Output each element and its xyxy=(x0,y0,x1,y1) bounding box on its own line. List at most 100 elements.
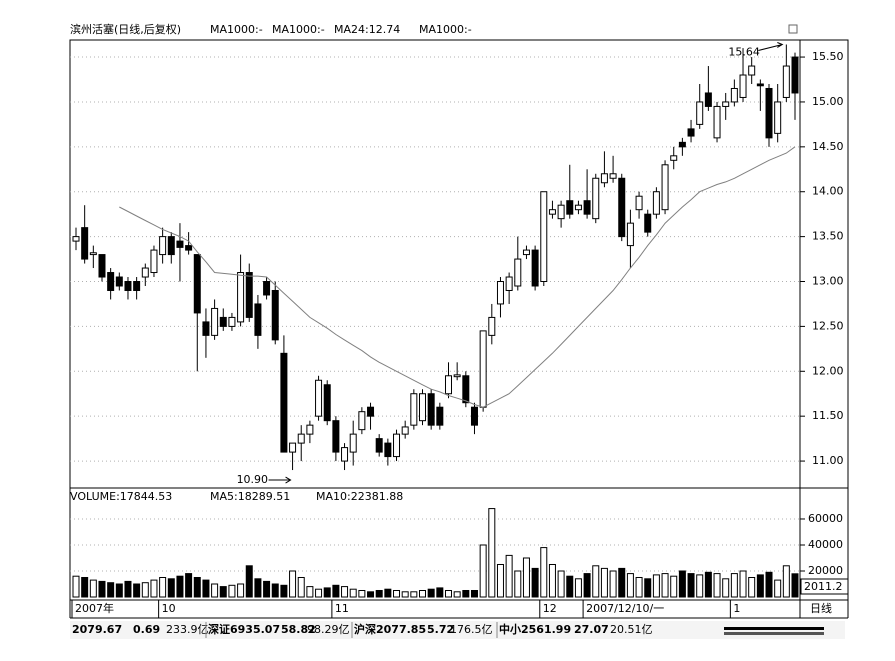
title-item: MA1000:- xyxy=(419,23,472,36)
status-item: 233.9亿 xyxy=(166,623,209,636)
x-tick-label: 11 xyxy=(335,602,349,615)
volume-bar xyxy=(748,576,756,598)
candle-body xyxy=(436,406,444,426)
title-item: MA1000:- xyxy=(272,23,325,36)
candle-body xyxy=(635,195,643,211)
volume-bar xyxy=(488,508,496,598)
volume-bar xyxy=(367,591,375,598)
candle-body xyxy=(193,254,201,314)
volume-bar xyxy=(782,565,790,598)
volume-bar xyxy=(193,576,201,598)
x-tick-label: 12 xyxy=(543,602,557,615)
volume-bar xyxy=(263,580,271,598)
status-item: 5.72 xyxy=(427,623,454,636)
candle-body xyxy=(704,92,712,107)
volume-bar xyxy=(739,570,747,598)
candle-body xyxy=(765,87,773,139)
candle-body xyxy=(384,442,392,458)
y-tick-label: 15.50 xyxy=(812,50,844,63)
candle-body xyxy=(228,316,236,327)
candle-body xyxy=(289,442,297,453)
candle-body xyxy=(626,222,634,247)
volume-bar xyxy=(453,591,461,598)
candle-body xyxy=(514,258,522,287)
status-item: 0.69 xyxy=(133,623,160,636)
candle-body xyxy=(661,164,669,211)
volume-bar xyxy=(185,573,193,598)
y-tick-label: 12.50 xyxy=(812,319,844,332)
corner-label: 2011.2 xyxy=(804,580,843,593)
volume-bar xyxy=(271,583,279,598)
volume-bar xyxy=(384,588,392,598)
volume-bar xyxy=(713,573,721,598)
candle-body xyxy=(548,209,556,215)
volume-bar xyxy=(115,583,123,598)
status-item: 中小2561.99 xyxy=(499,622,571,636)
candle-body xyxy=(670,155,678,161)
volume-bar xyxy=(228,584,236,598)
candle-body xyxy=(81,227,89,260)
volume-bar xyxy=(332,584,340,598)
volume-bar xyxy=(289,570,297,598)
title-item: 滨州活塞(日线,后复权) xyxy=(70,22,181,36)
status-item: 20.51亿 xyxy=(610,623,653,636)
status-item: 深证6935.07 xyxy=(208,622,280,636)
volume-bar xyxy=(401,591,409,598)
status-item: 27.07 xyxy=(574,623,609,636)
candle-body xyxy=(609,173,617,179)
high-annotation: 15.64 xyxy=(728,45,760,58)
candle-body xyxy=(410,393,418,426)
volume-bar xyxy=(479,544,487,598)
volume-bar xyxy=(323,587,331,598)
volume-bar xyxy=(297,576,305,598)
volume-bar xyxy=(427,588,435,598)
volume-bar xyxy=(341,586,349,598)
volume-bar xyxy=(306,586,314,598)
volume-bar xyxy=(349,588,357,598)
candle-body xyxy=(774,101,782,134)
volume-bar xyxy=(661,573,669,598)
volume-bar xyxy=(652,574,660,598)
volume-bar xyxy=(211,583,219,598)
volume-label: VOLUME:17844.53 xyxy=(70,490,172,503)
volume-bar xyxy=(670,575,678,598)
volume-bar xyxy=(574,578,582,598)
candle-body xyxy=(358,411,366,431)
x-tick-label: 2007/12/10/一 xyxy=(586,602,664,615)
candle-body xyxy=(245,272,253,318)
candle-body xyxy=(176,240,184,248)
candle-body xyxy=(592,177,600,220)
status-item: 98.29亿 xyxy=(307,623,350,636)
candle-body xyxy=(618,177,626,238)
candle-body xyxy=(393,433,401,458)
candle-body xyxy=(115,276,123,287)
y-tick-label: 13.50 xyxy=(812,230,844,243)
candle-body xyxy=(133,281,141,291)
window-icon[interactable] xyxy=(788,24,798,34)
candle-body xyxy=(89,252,97,256)
volume-bar xyxy=(505,554,513,598)
x-tick-label: 10 xyxy=(162,602,176,615)
candle-body xyxy=(167,236,175,256)
volume-bar xyxy=(444,589,452,598)
volume-bar xyxy=(237,583,245,598)
low-arrow xyxy=(268,476,292,484)
candle-body xyxy=(375,438,383,453)
candle-body xyxy=(678,141,686,148)
candle-body xyxy=(557,204,565,220)
candle-body xyxy=(566,200,574,215)
x-tick-label: 1 xyxy=(733,602,740,615)
y-tick-label: 40000 xyxy=(808,538,843,551)
candle-body xyxy=(687,128,695,137)
y-tick-label: 14.00 xyxy=(812,185,844,198)
y-tick-label: 14.50 xyxy=(812,140,844,153)
volume-bar xyxy=(419,589,427,598)
candle-body xyxy=(185,245,193,251)
candle-body xyxy=(444,375,452,395)
candle-body xyxy=(739,74,747,98)
volume-bar xyxy=(765,571,773,598)
candle-body xyxy=(748,65,756,76)
volume-bar xyxy=(393,589,401,598)
candle-body xyxy=(791,56,799,94)
volume-bar xyxy=(167,578,175,598)
